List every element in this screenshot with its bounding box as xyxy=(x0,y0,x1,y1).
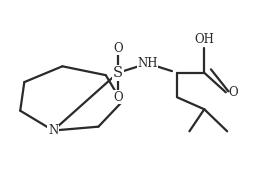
Text: N: N xyxy=(48,124,58,137)
Text: O: O xyxy=(113,42,123,55)
Text: O: O xyxy=(113,91,123,104)
Text: NH: NH xyxy=(137,57,158,70)
Text: OH: OH xyxy=(194,34,214,47)
Text: O: O xyxy=(228,86,238,99)
Text: S: S xyxy=(113,66,123,80)
